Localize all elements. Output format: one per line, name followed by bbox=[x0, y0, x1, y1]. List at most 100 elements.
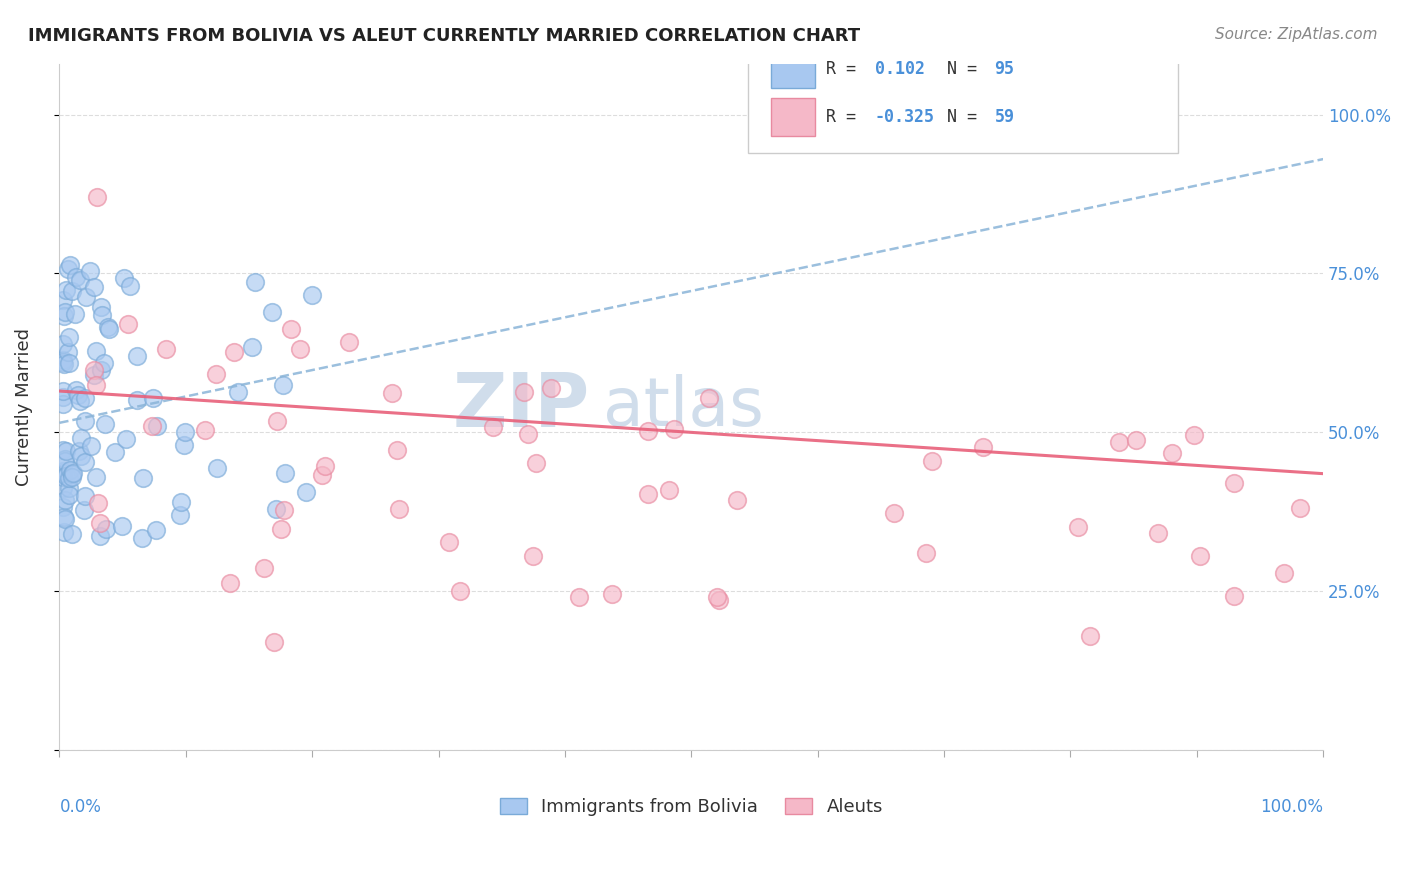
Point bbox=[111, 519, 134, 533]
Text: R =: R = bbox=[827, 108, 866, 127]
Point bbox=[127, 392, 149, 407]
FancyBboxPatch shape bbox=[770, 98, 815, 136]
Point bbox=[385, 442, 408, 457]
Point bbox=[1182, 428, 1205, 442]
Point bbox=[264, 501, 287, 516]
Point bbox=[52, 293, 75, 307]
Point bbox=[79, 264, 101, 278]
Point bbox=[59, 258, 82, 272]
Point bbox=[273, 502, 295, 516]
Point bbox=[70, 450, 93, 464]
Point bbox=[146, 418, 169, 433]
Point bbox=[96, 522, 118, 536]
Point bbox=[1223, 476, 1246, 491]
Point bbox=[262, 305, 284, 319]
Point bbox=[62, 527, 84, 541]
Point bbox=[58, 471, 80, 485]
Point bbox=[915, 546, 938, 560]
Point bbox=[93, 356, 115, 370]
Point bbox=[63, 308, 86, 322]
Point bbox=[73, 391, 96, 405]
Legend: Immigrants from Bolivia, Aleuts: Immigrants from Bolivia, Aleuts bbox=[492, 790, 890, 823]
Point bbox=[145, 523, 167, 537]
Point bbox=[127, 349, 149, 363]
Point bbox=[91, 308, 114, 322]
Point bbox=[339, 335, 361, 350]
Point bbox=[155, 342, 177, 356]
Y-axis label: Currently Married: Currently Married bbox=[15, 328, 32, 486]
Point bbox=[97, 320, 120, 334]
Point bbox=[637, 487, 659, 501]
Point bbox=[725, 493, 748, 508]
Point bbox=[388, 501, 411, 516]
Point bbox=[58, 330, 80, 344]
Point bbox=[311, 467, 333, 482]
Point bbox=[516, 427, 538, 442]
Point bbox=[131, 532, 153, 546]
Point bbox=[84, 470, 107, 484]
Point bbox=[52, 357, 75, 371]
Point bbox=[169, 508, 191, 523]
Point bbox=[288, 343, 311, 357]
Point bbox=[87, 495, 110, 509]
Point bbox=[194, 423, 217, 437]
Point bbox=[280, 322, 302, 336]
Point bbox=[58, 481, 80, 495]
Point bbox=[80, 439, 103, 453]
Point bbox=[52, 469, 75, 483]
Point bbox=[117, 317, 139, 331]
Point bbox=[59, 463, 82, 477]
Point bbox=[56, 345, 79, 359]
Point bbox=[274, 466, 297, 480]
FancyBboxPatch shape bbox=[748, 33, 1178, 153]
Point bbox=[58, 356, 80, 370]
Point bbox=[706, 590, 728, 604]
Point bbox=[1108, 435, 1130, 450]
Point bbox=[204, 367, 226, 381]
Point bbox=[70, 431, 93, 445]
Text: N =: N = bbox=[946, 60, 987, 78]
Point bbox=[55, 492, 77, 507]
Point bbox=[173, 438, 195, 452]
Point bbox=[301, 288, 323, 302]
Point bbox=[52, 481, 75, 495]
Text: 95: 95 bbox=[994, 60, 1015, 78]
Point bbox=[266, 414, 288, 428]
Point bbox=[270, 522, 292, 536]
Point bbox=[52, 390, 75, 404]
Point bbox=[52, 384, 75, 398]
Point bbox=[65, 383, 87, 397]
Point bbox=[94, 417, 117, 431]
Text: 0.102: 0.102 bbox=[875, 60, 925, 78]
Text: ZIP: ZIP bbox=[453, 370, 591, 443]
Point bbox=[1125, 434, 1147, 448]
Point bbox=[115, 432, 138, 446]
Point bbox=[240, 340, 263, 354]
Point bbox=[1067, 520, 1090, 534]
Point bbox=[60, 470, 83, 484]
Point bbox=[84, 343, 107, 358]
Text: 100.0%: 100.0% bbox=[1260, 798, 1323, 816]
Point bbox=[52, 396, 75, 410]
Point bbox=[600, 587, 623, 601]
Point bbox=[53, 454, 76, 468]
Point bbox=[86, 190, 108, 204]
Point bbox=[55, 469, 77, 483]
Point bbox=[120, 279, 142, 293]
Point bbox=[52, 309, 75, 323]
Point bbox=[295, 484, 318, 499]
Point bbox=[83, 368, 105, 383]
Point bbox=[271, 378, 294, 392]
Point bbox=[170, 495, 193, 509]
Point bbox=[132, 471, 155, 485]
Point bbox=[60, 467, 83, 481]
Point bbox=[524, 456, 547, 470]
Point bbox=[60, 284, 83, 298]
Point bbox=[58, 488, 80, 502]
Point bbox=[55, 283, 77, 297]
Point bbox=[1223, 589, 1246, 603]
Point bbox=[75, 290, 97, 304]
Point bbox=[52, 353, 75, 368]
Point bbox=[52, 467, 75, 481]
Point bbox=[55, 443, 77, 458]
